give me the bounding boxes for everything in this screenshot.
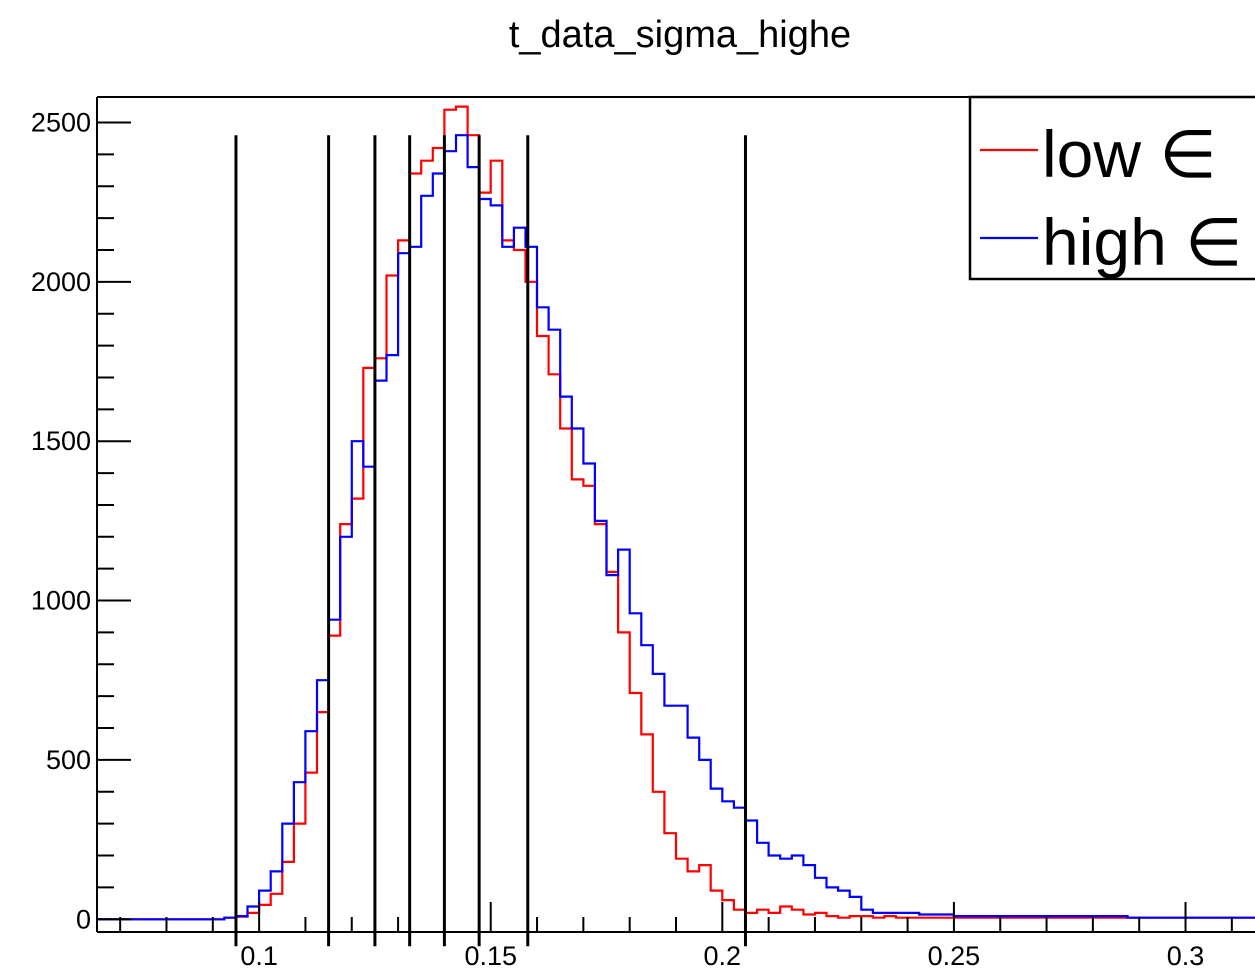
axes: 0 500 1000 1500 2000 2500 0.1 0.15 0.2 0.25 0.3 xyxy=(31,96,1255,971)
y-tick-label: 2500 xyxy=(31,107,91,137)
legend: low ∈ high ∈ xyxy=(968,95,1255,281)
chart-title: t_data_sigma_highe xyxy=(509,14,851,56)
x-tick-label: 0.1 xyxy=(240,941,278,971)
x-tick-label: 0.3 xyxy=(1167,941,1205,971)
y-tick-label: 0 xyxy=(76,904,91,934)
x-tick-label: 0.25 xyxy=(928,941,981,971)
y-tick-label: 2000 xyxy=(31,267,91,297)
series-high-line xyxy=(97,134,1255,921)
y-tick-label: 1000 xyxy=(31,586,91,616)
y-tick-label: 500 xyxy=(46,745,91,775)
legend-box xyxy=(968,95,1255,281)
y-tick-label: 1500 xyxy=(31,426,91,456)
x-tick-label: 0.2 xyxy=(704,941,742,971)
legend-label-low: low ∈ xyxy=(1042,117,1217,191)
legend-label-high: high ∈ xyxy=(1042,205,1243,279)
x-tick-label: 0.15 xyxy=(464,941,517,971)
plot-area xyxy=(97,105,1255,947)
